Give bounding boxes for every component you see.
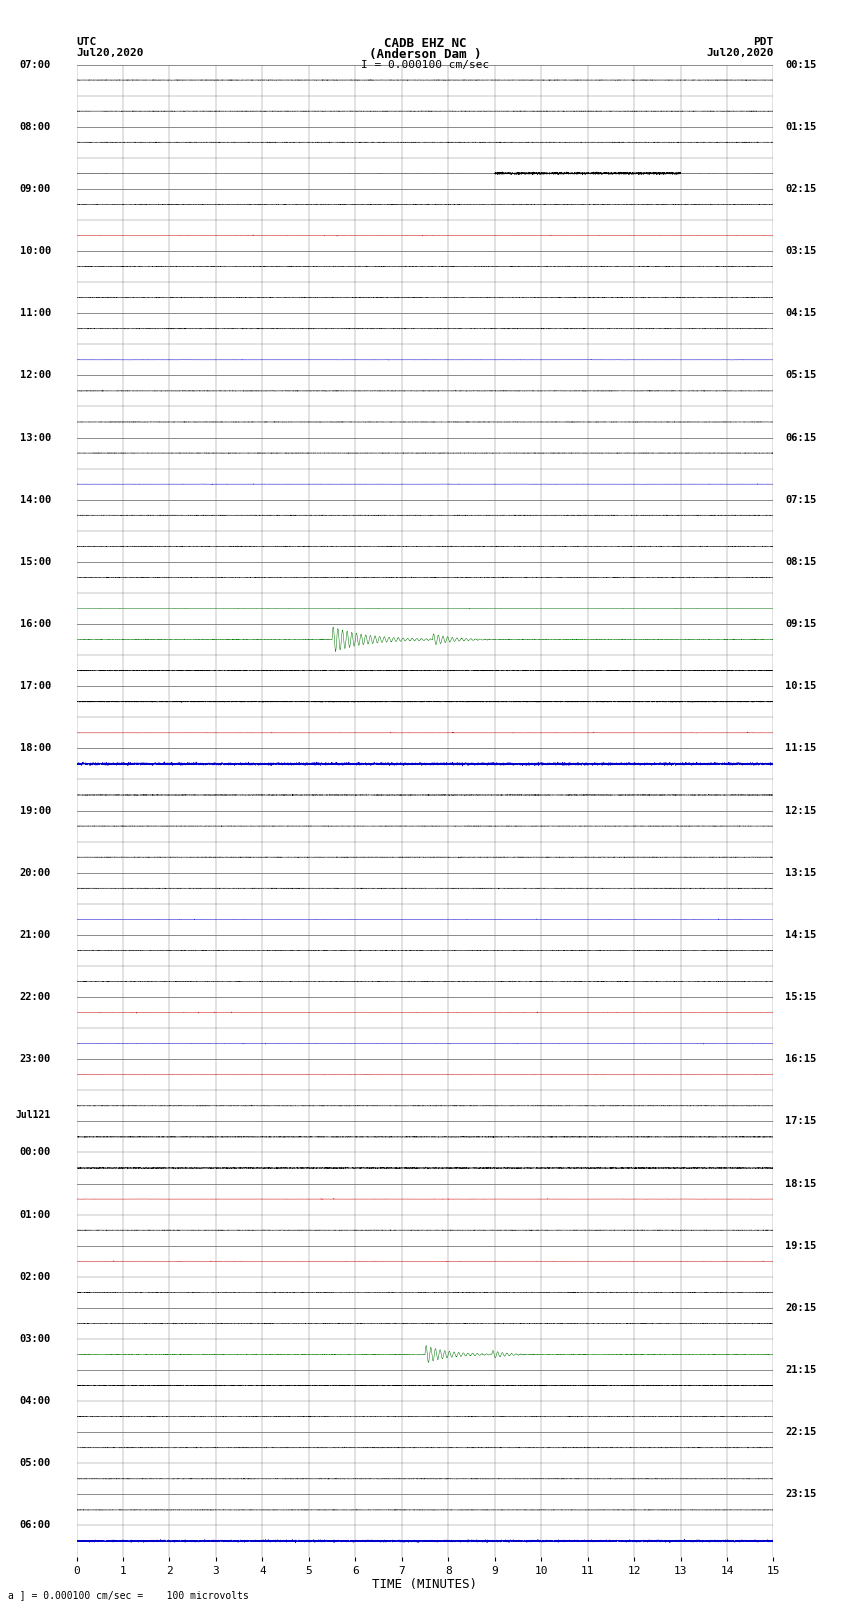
Text: 18:15: 18:15 [785, 1179, 816, 1189]
Text: UTC: UTC [76, 37, 97, 47]
Text: 11:00: 11:00 [20, 308, 51, 318]
Text: 03:00: 03:00 [20, 1334, 51, 1344]
Text: Jul20,2020: Jul20,2020 [76, 48, 144, 58]
Text: 20:00: 20:00 [20, 868, 51, 877]
Text: 07:15: 07:15 [785, 495, 816, 505]
Text: 09:15: 09:15 [785, 619, 816, 629]
Text: 15:00: 15:00 [20, 556, 51, 566]
Text: 00:15: 00:15 [785, 60, 816, 69]
Text: 10:15: 10:15 [785, 681, 816, 692]
Text: 12:00: 12:00 [20, 371, 51, 381]
Text: 22:00: 22:00 [20, 992, 51, 1002]
Text: 01:00: 01:00 [20, 1210, 51, 1219]
Text: PDT: PDT [753, 37, 774, 47]
Text: 12:15: 12:15 [785, 805, 816, 816]
Text: 19:00: 19:00 [20, 805, 51, 816]
Text: 18:00: 18:00 [20, 744, 51, 753]
Text: 03:15: 03:15 [785, 247, 816, 256]
Text: 14:15: 14:15 [785, 929, 816, 940]
X-axis label: TIME (MINUTES): TIME (MINUTES) [372, 1579, 478, 1592]
Text: Jul121: Jul121 [15, 1110, 51, 1119]
Text: CADB EHZ NC: CADB EHZ NC [383, 37, 467, 50]
Text: 13:00: 13:00 [20, 432, 51, 442]
Text: a ] = 0.000100 cm/sec =    100 microvolts: a ] = 0.000100 cm/sec = 100 microvolts [8, 1590, 249, 1600]
Text: 16:15: 16:15 [785, 1055, 816, 1065]
Text: 23:15: 23:15 [785, 1489, 816, 1500]
Text: I = 0.000100 cm/sec: I = 0.000100 cm/sec [361, 60, 489, 69]
Text: 23:00: 23:00 [20, 1055, 51, 1065]
Text: 21:00: 21:00 [20, 929, 51, 940]
Text: 01:15: 01:15 [785, 121, 816, 132]
Text: 17:15: 17:15 [785, 1116, 816, 1126]
Text: 13:15: 13:15 [785, 868, 816, 877]
Text: 08:15: 08:15 [785, 556, 816, 566]
Text: 15:15: 15:15 [785, 992, 816, 1002]
Text: 10:00: 10:00 [20, 247, 51, 256]
Text: 21:15: 21:15 [785, 1365, 816, 1374]
Text: (Anderson Dam ): (Anderson Dam ) [369, 48, 481, 61]
Text: 11:15: 11:15 [785, 744, 816, 753]
Text: 04:00: 04:00 [20, 1397, 51, 1407]
Text: 19:15: 19:15 [785, 1240, 816, 1250]
Text: 08:00: 08:00 [20, 121, 51, 132]
Text: 17:00: 17:00 [20, 681, 51, 692]
Text: 20:15: 20:15 [785, 1303, 816, 1313]
Text: 00:00: 00:00 [20, 1147, 51, 1158]
Text: Jul20,2020: Jul20,2020 [706, 48, 774, 58]
Text: 05:15: 05:15 [785, 371, 816, 381]
Text: 16:00: 16:00 [20, 619, 51, 629]
Text: 02:00: 02:00 [20, 1271, 51, 1282]
Text: 04:15: 04:15 [785, 308, 816, 318]
Text: 07:00: 07:00 [20, 60, 51, 69]
Text: 22:15: 22:15 [785, 1428, 816, 1437]
Text: 02:15: 02:15 [785, 184, 816, 194]
Text: 06:00: 06:00 [20, 1521, 51, 1531]
Text: 14:00: 14:00 [20, 495, 51, 505]
Text: 09:00: 09:00 [20, 184, 51, 194]
Text: 06:15: 06:15 [785, 432, 816, 442]
Text: 05:00: 05:00 [20, 1458, 51, 1468]
